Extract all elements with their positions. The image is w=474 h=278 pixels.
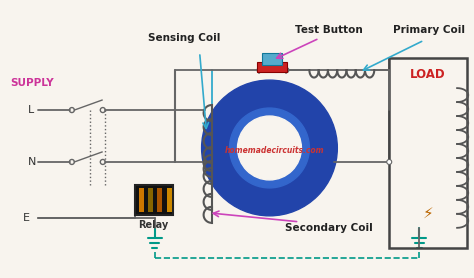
Text: LOAD: LOAD <box>410 68 446 81</box>
Text: L: L <box>28 105 34 115</box>
Bar <box>135 185 173 215</box>
Bar <box>257 62 287 72</box>
Bar <box>389 58 467 248</box>
Bar <box>157 188 163 212</box>
Circle shape <box>387 160 392 165</box>
Circle shape <box>201 80 337 216</box>
Text: ⚡: ⚡ <box>423 205 434 220</box>
Bar <box>139 188 144 212</box>
Text: N: N <box>28 157 36 167</box>
Text: Primary Coil: Primary Coil <box>393 25 465 35</box>
Text: Sensing Coil: Sensing Coil <box>148 33 221 43</box>
Text: Relay: Relay <box>138 220 169 230</box>
Circle shape <box>237 116 301 180</box>
Circle shape <box>229 108 310 188</box>
Bar <box>263 53 283 65</box>
Text: Test Button: Test Button <box>295 25 363 35</box>
Text: E: E <box>23 213 30 223</box>
Bar <box>148 188 153 212</box>
Text: Secondary Coil: Secondary Coil <box>285 223 373 233</box>
Bar <box>167 188 172 212</box>
Text: homemadecircuits.com: homemadecircuits.com <box>225 147 324 155</box>
Text: SUPPLY: SUPPLY <box>10 78 54 88</box>
